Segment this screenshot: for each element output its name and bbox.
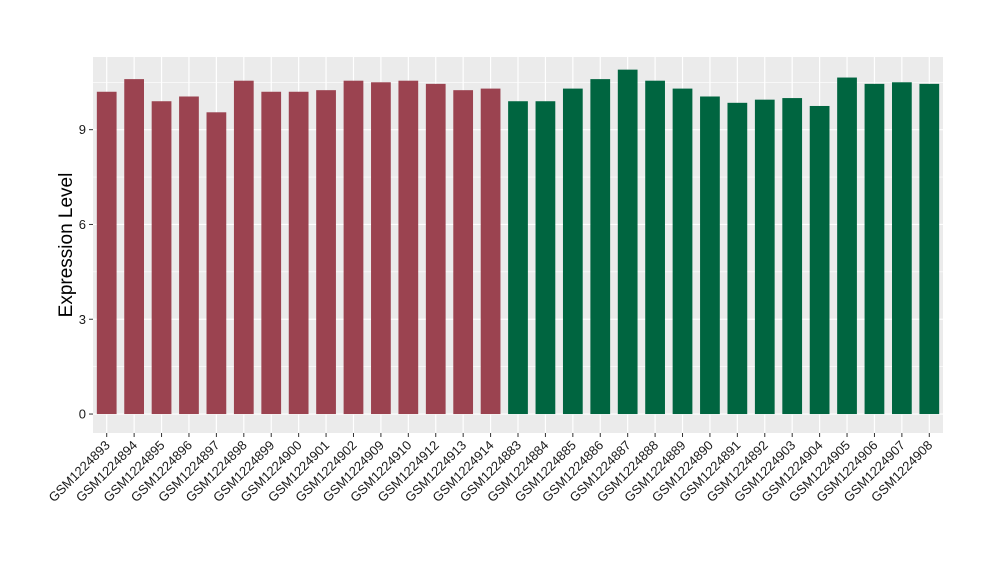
- bar-GSM1224889: [672, 88, 693, 415]
- bar-GSM1224900: [288, 91, 309, 415]
- bar-GSM1224905: [837, 77, 857, 415]
- bar-GSM1224912: [425, 83, 446, 415]
- bar-GSM1224892: [754, 99, 775, 415]
- bar-GSM1224891: [727, 102, 748, 415]
- bar-GSM1224885: [562, 88, 583, 415]
- y-tick-label: 3: [79, 312, 86, 327]
- bar-GSM1224888: [645, 80, 665, 415]
- y-tick-label: 0: [79, 407, 86, 422]
- bar-GSM1224910: [398, 80, 419, 415]
- bar-GSM1224909: [371, 82, 391, 415]
- bar-GSM1224887: [617, 69, 638, 415]
- y-tick-label: 9: [79, 122, 86, 137]
- bar-GSM1224884: [535, 101, 556, 415]
- bars: [96, 69, 940, 415]
- bar-GSM1224893: [96, 91, 117, 415]
- bar-GSM1224897: [206, 112, 227, 415]
- bar-GSM1224903: [782, 98, 803, 415]
- bar-GSM1224895: [151, 101, 172, 415]
- bar-GSM1224896: [179, 96, 199, 415]
- bar-GSM1224894: [124, 79, 144, 415]
- bar-GSM1224902: [343, 80, 364, 415]
- bar-GSM1224890: [700, 96, 720, 415]
- bar-GSM1224898: [233, 80, 254, 415]
- y-tick-label: 6: [79, 217, 86, 232]
- bar-GSM1224901: [316, 90, 336, 415]
- y-axis-title: Expression Level: [56, 173, 77, 318]
- bar-GSM1224904: [809, 105, 830, 415]
- bar-GSM1224883: [508, 101, 528, 415]
- bar-GSM1224899: [261, 91, 282, 415]
- bar-GSM1224906: [864, 83, 885, 415]
- y-axis: 0 3 6 9: [79, 122, 93, 422]
- bar-GSM1224886: [590, 79, 611, 415]
- bar-GSM1224913: [453, 90, 474, 415]
- bar-GSM1224914: [480, 88, 501, 415]
- bar-GSM1224907: [892, 82, 912, 415]
- x-axis: GSM1224893GSM1224894GSM1224895GSM1224896…: [45, 433, 935, 505]
- bar-GSM1224908: [919, 83, 940, 415]
